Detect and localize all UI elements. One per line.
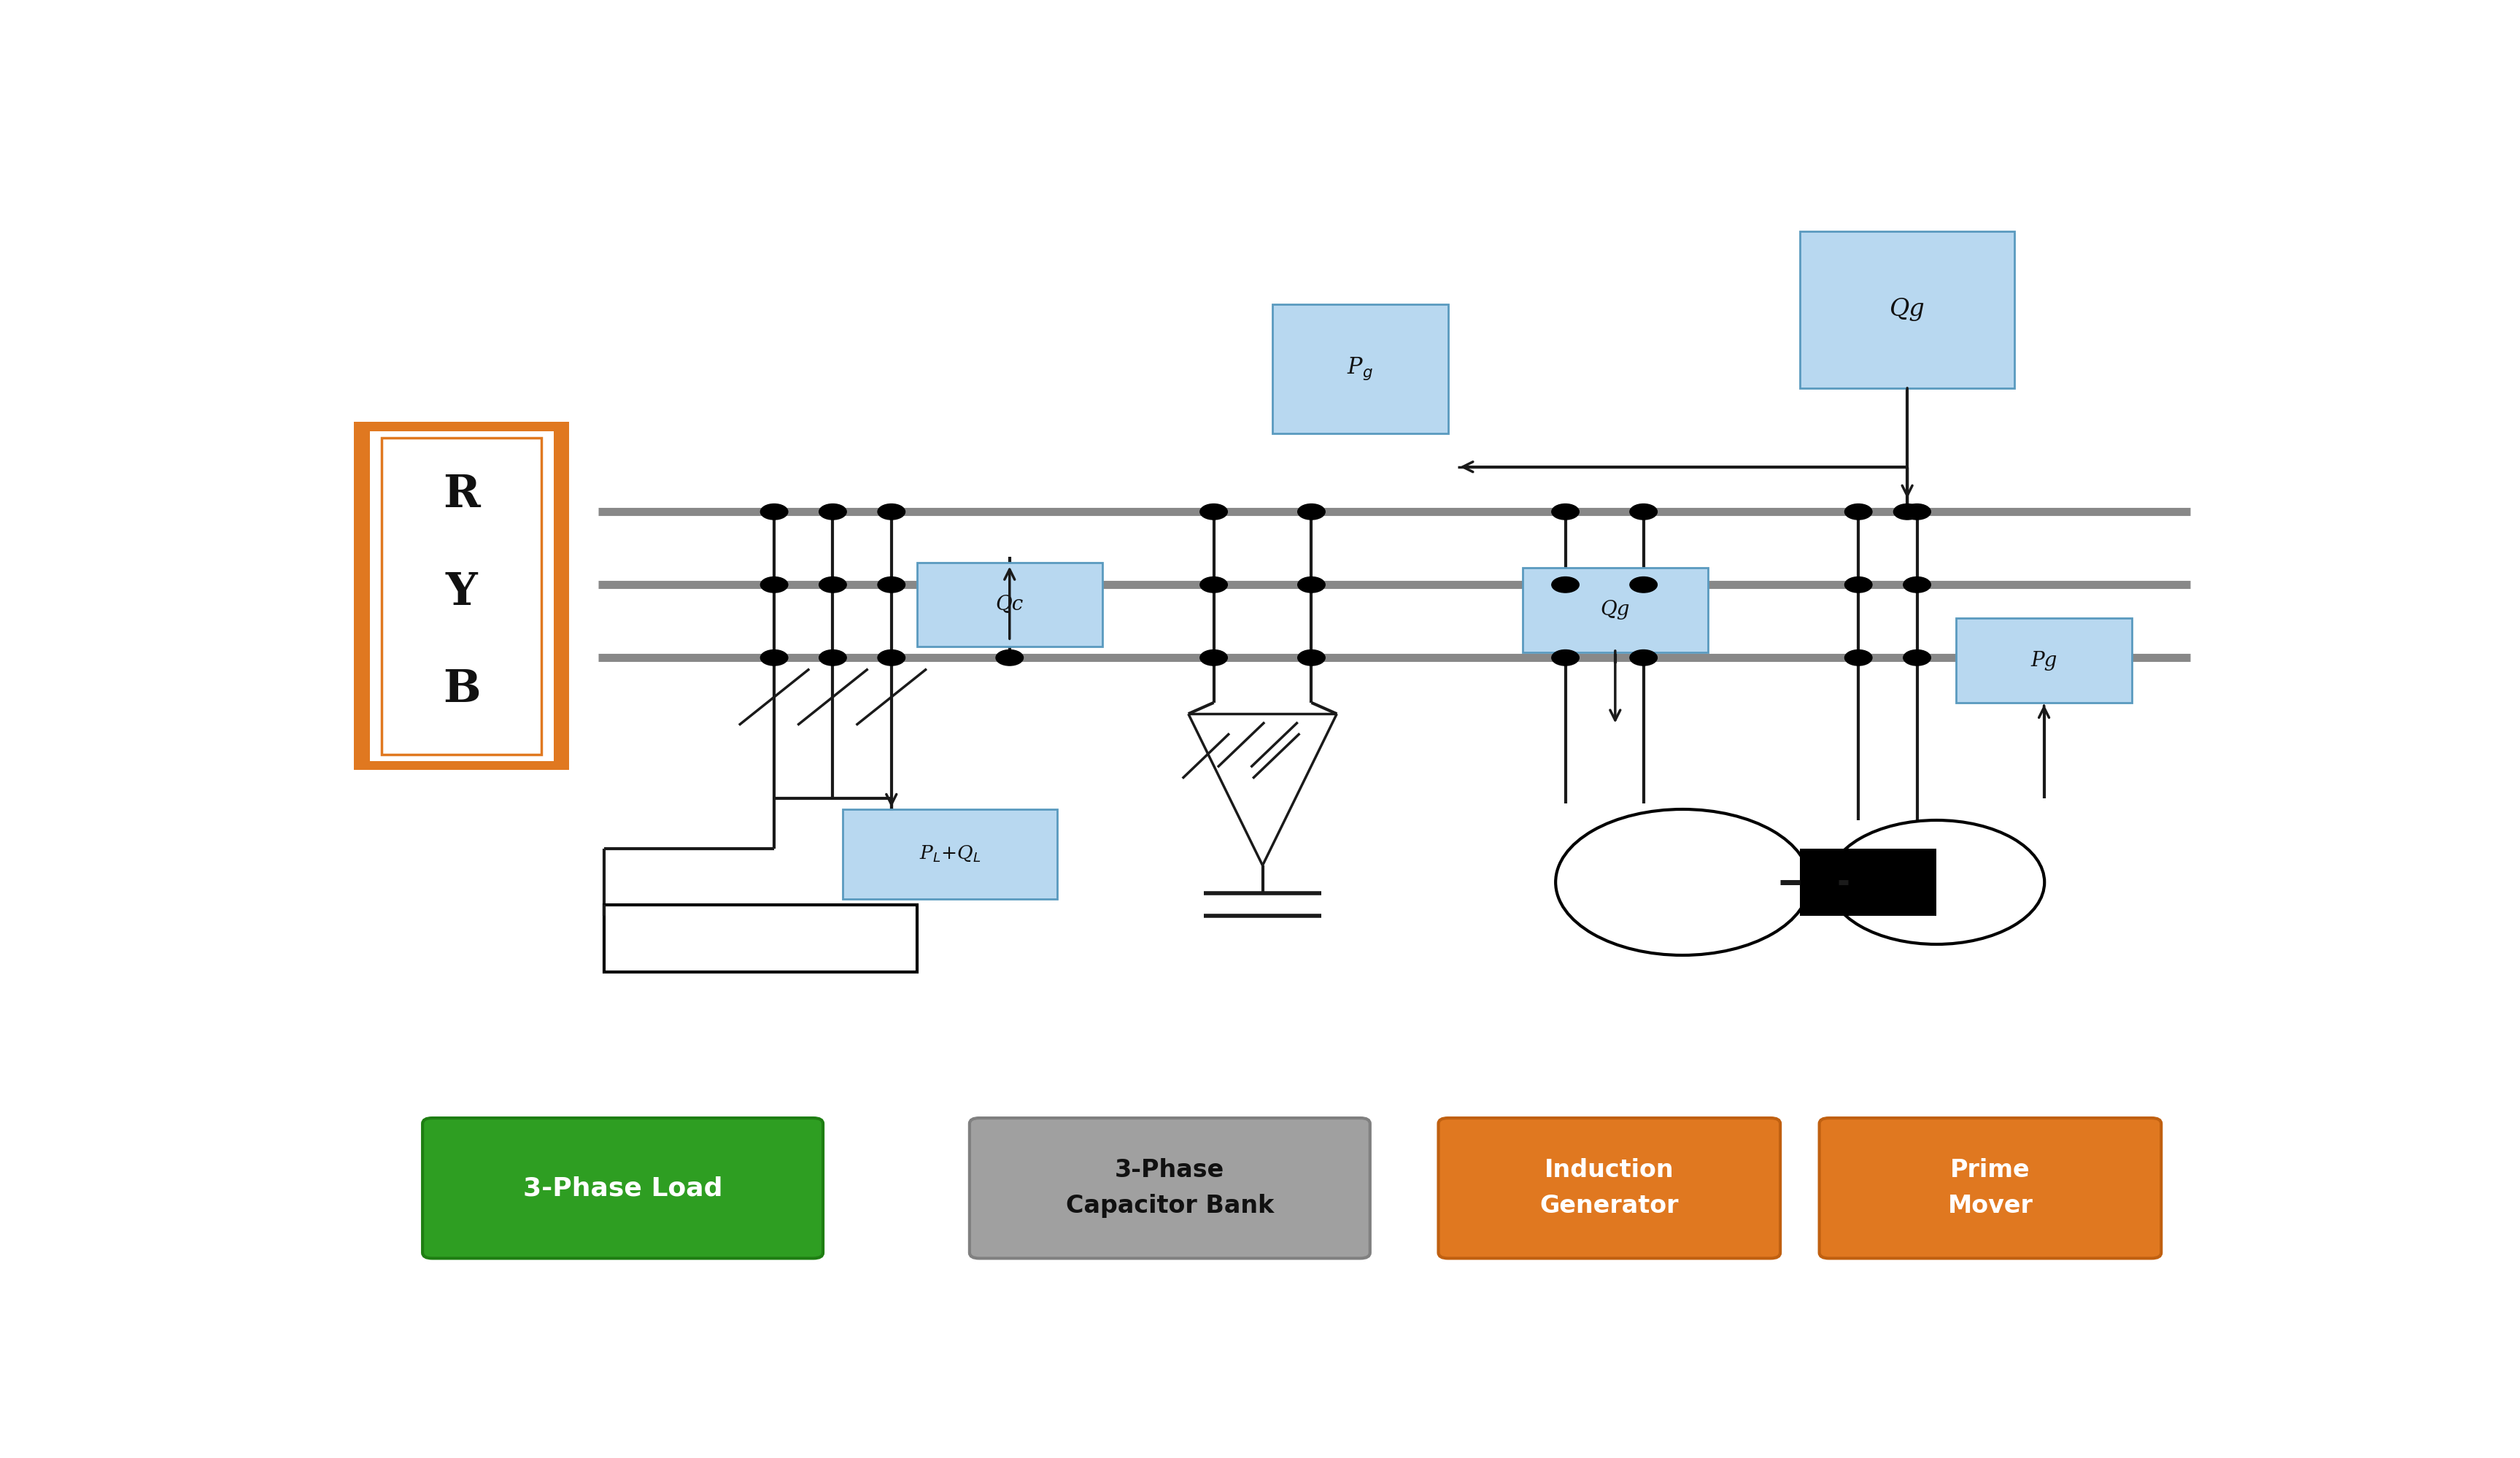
Text: Induction: Induction: [1545, 1158, 1673, 1182]
Text: B: B: [444, 668, 481, 712]
Circle shape: [1552, 650, 1578, 665]
Text: Capacitor Bank: Capacitor Bank: [1066, 1194, 1273, 1219]
Text: 3-Phase: 3-Phase: [1114, 1158, 1225, 1182]
FancyBboxPatch shape: [1799, 230, 2013, 388]
Circle shape: [1298, 650, 1326, 665]
Circle shape: [877, 650, 905, 665]
Circle shape: [1630, 650, 1656, 665]
FancyBboxPatch shape: [1819, 1118, 2160, 1258]
FancyBboxPatch shape: [970, 1118, 1371, 1258]
Circle shape: [1630, 577, 1656, 592]
Bar: [370, 432, 554, 761]
Circle shape: [761, 650, 789, 665]
Text: Prime: Prime: [1950, 1158, 2029, 1182]
Circle shape: [1903, 504, 1930, 519]
Circle shape: [1552, 504, 1578, 519]
Circle shape: [761, 577, 789, 592]
Text: Qg: Qg: [1890, 297, 1925, 321]
Circle shape: [819, 577, 847, 592]
Circle shape: [1845, 577, 1872, 592]
Text: Mover: Mover: [1948, 1194, 2031, 1219]
Text: Pg: Pg: [2031, 650, 2056, 671]
Circle shape: [1630, 504, 1656, 519]
FancyBboxPatch shape: [1956, 618, 2132, 703]
Circle shape: [877, 504, 905, 519]
Text: Y: Y: [446, 570, 476, 614]
Circle shape: [877, 577, 905, 592]
Circle shape: [819, 504, 847, 519]
Circle shape: [1298, 504, 1326, 519]
FancyBboxPatch shape: [1273, 305, 1446, 433]
Text: Qg: Qg: [1600, 601, 1630, 620]
Circle shape: [1827, 821, 2044, 945]
FancyBboxPatch shape: [1439, 1118, 1779, 1258]
Text: Qc: Qc: [995, 595, 1023, 614]
Circle shape: [819, 650, 847, 665]
Circle shape: [1893, 504, 1920, 519]
Circle shape: [1903, 650, 1930, 665]
Circle shape: [1845, 650, 1872, 665]
Circle shape: [1200, 504, 1227, 519]
Text: R: R: [444, 474, 479, 518]
Circle shape: [1555, 809, 1809, 955]
Bar: [1799, 849, 1935, 916]
Text: P$_g$: P$_g$: [1346, 356, 1373, 382]
FancyBboxPatch shape: [917, 563, 1101, 646]
FancyBboxPatch shape: [842, 809, 1058, 900]
Text: Generator: Generator: [1540, 1194, 1678, 1219]
Circle shape: [1200, 577, 1227, 592]
Circle shape: [1298, 577, 1326, 592]
Circle shape: [995, 650, 1023, 665]
Circle shape: [1552, 577, 1578, 592]
FancyBboxPatch shape: [423, 1118, 822, 1258]
Circle shape: [1845, 504, 1872, 519]
Bar: [381, 437, 542, 754]
Circle shape: [1200, 650, 1227, 665]
FancyBboxPatch shape: [1522, 567, 1709, 652]
Text: P$_L$+Q$_L$: P$_L$+Q$_L$: [920, 844, 980, 865]
Text: 3-Phase Load: 3-Phase Load: [522, 1175, 723, 1200]
Bar: [605, 904, 917, 972]
Circle shape: [1903, 577, 1930, 592]
Bar: [353, 421, 570, 770]
Circle shape: [761, 504, 789, 519]
